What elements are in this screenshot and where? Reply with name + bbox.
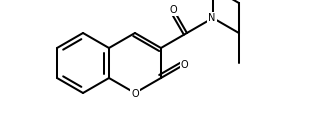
Text: O: O	[181, 59, 188, 70]
Text: N: N	[208, 13, 216, 23]
Text: O: O	[131, 89, 139, 99]
Text: O: O	[170, 5, 177, 15]
